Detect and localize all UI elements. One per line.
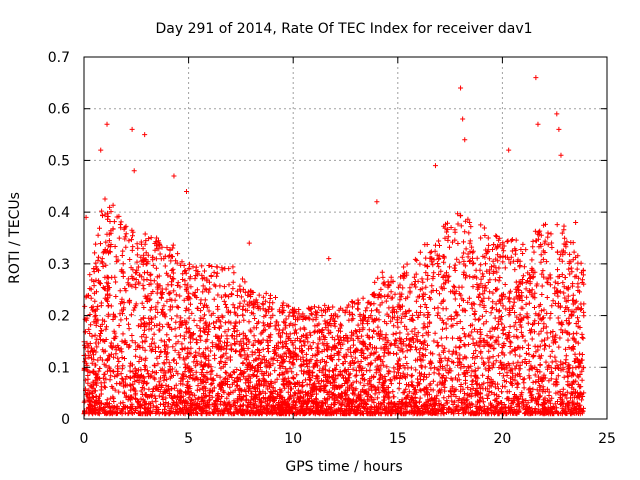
roti-outlier-point [556, 126, 562, 132]
roti-outlier-point [104, 121, 110, 127]
y-tick-label: 0.3 [48, 257, 70, 273]
plot-frame [83, 56, 608, 420]
x-tick-label: 15 [389, 431, 407, 447]
roti-outlier-point [246, 240, 252, 246]
roti-outlier-point [533, 75, 539, 81]
roti-outlier-point [506, 147, 512, 153]
roti-outlier-point [184, 188, 190, 194]
y-tick-label: 0.2 [48, 309, 70, 325]
roti-outlier-point [558, 152, 564, 158]
roti-outlier-point [554, 111, 560, 117]
x-tick-label: 5 [184, 431, 193, 447]
x-tick-label: 20 [493, 431, 511, 447]
roti-outlier-point [171, 173, 177, 179]
y-tick-label: 0.5 [48, 153, 70, 169]
chart-title: Day 291 of 2014, Rate Of TEC Index for r… [155, 21, 532, 37]
y-axis-label: ROTI / TECUs [7, 192, 23, 284]
y-tick-label: 0 [61, 412, 70, 428]
x-tick-label: 0 [80, 431, 89, 447]
roti-outlier-point [432, 163, 438, 169]
y-tick-label: 0.4 [48, 205, 70, 221]
x-tick-label: 25 [598, 431, 616, 447]
roti-outlier-point [326, 256, 332, 262]
roti-outlier-point [458, 85, 464, 91]
roti-outlier-point [142, 132, 148, 138]
y-tick-label: 0.7 [48, 50, 70, 66]
y-tick-label: 0.6 [48, 102, 70, 118]
grid-lines [84, 57, 607, 419]
roti-outlier-point [374, 199, 380, 205]
roti-outlier-point [460, 116, 466, 122]
roti-outlier-point [573, 219, 579, 225]
x-axis-label: GPS time / hours [285, 459, 402, 475]
roti-outlier-point [462, 137, 468, 143]
roti-outlier-point [131, 168, 137, 174]
roti-point-cloud [81, 196, 587, 417]
data-points [81, 75, 587, 417]
axis-ticks: 0 5 10 15 20 25 0 0.1 0.2 0.3 0.4 0.5 0.6 0.7 [48, 50, 616, 447]
roti-outlier-point [98, 147, 104, 153]
roti-outlier-point [535, 121, 541, 127]
x-tick-label: 10 [284, 431, 302, 447]
y-tick-label: 0.1 [48, 360, 70, 376]
roti-outlier-point [129, 126, 135, 132]
